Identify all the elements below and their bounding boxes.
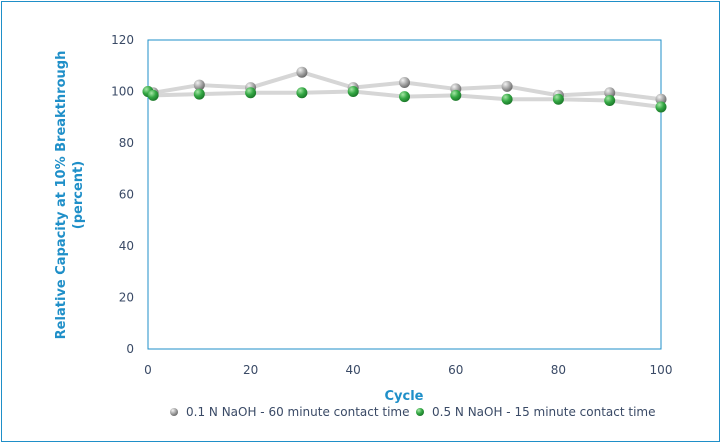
series-1-line [147,70,662,102]
series-1-point [193,79,205,91]
x-tick-label: 0 [144,363,152,377]
x-tick-label: 60 [448,363,463,377]
series-2-point [296,87,308,99]
series-2-point [245,87,257,99]
series-1-point [296,66,308,78]
y-tick-label: 100 [111,85,134,99]
series-1-point [604,87,616,99]
y-tick-label: 60 [119,188,134,202]
series-2-point [655,101,667,113]
legend-marker-gray [170,408,178,416]
x-tick-label: 20 [243,363,258,377]
y-tick-label: 20 [119,291,134,305]
series-2-point [399,91,410,103]
legend-label-series-2: 0.5 N NaOH - 15 minute contact time [432,405,656,419]
legend-label-series-1: 0.1 N NaOH - 60 minute contact time [186,405,410,419]
y-axis-title-line1: Relative Capacity at 10% Breakthrough [54,51,69,340]
x-tick-label: 40 [346,363,361,377]
series-1-point [399,76,410,88]
x-tick-label: 100 [650,363,673,377]
x-axis-title: Cycle [385,389,424,404]
series-2-point [450,89,462,101]
y-tick-label: 40 [119,239,134,253]
series-2-point [604,95,616,107]
series-2-point [552,93,564,105]
y-tick-label: 80 [119,136,134,150]
series-2-point [347,86,359,97]
series-1-point [655,93,667,105]
series-2-point [501,93,513,105]
series-2-point [193,88,205,100]
y-axis-title-line2: (percent) [71,161,86,229]
legend-marker-green [416,408,424,416]
series-2-line [146,89,662,109]
y-tick-label: 120 [111,33,134,47]
x-tick-label: 80 [551,363,566,377]
series-1-point [501,80,513,92]
y-tick-label: 0 [126,342,134,356]
legend: 0.1 N NaOH - 60 minute contact time 0.5 … [170,405,656,419]
plot-area [147,39,662,350]
series-2-point [147,89,159,101]
